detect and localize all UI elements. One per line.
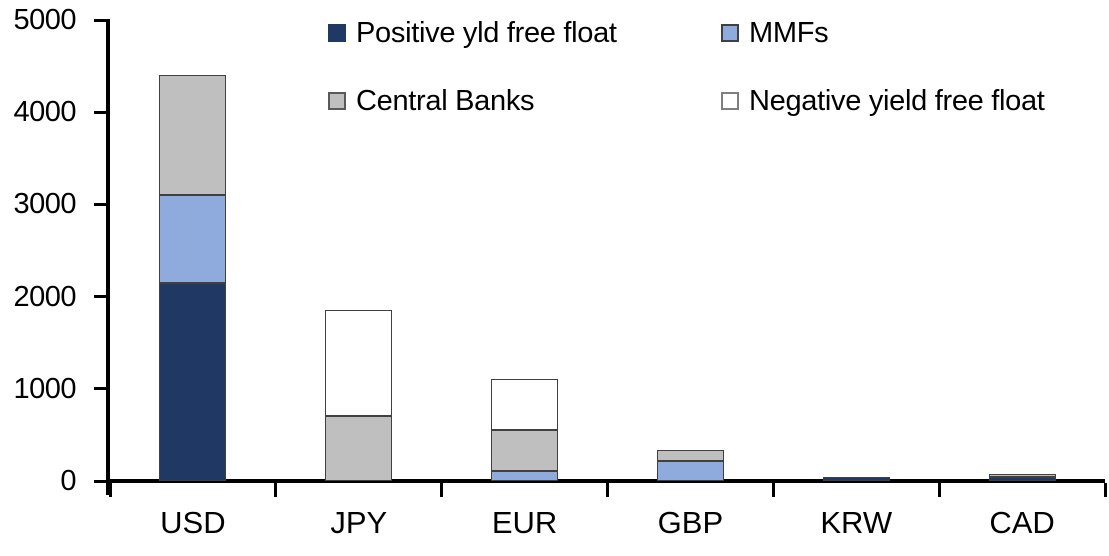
y-axis-tick-label: 1000 bbox=[13, 372, 76, 405]
bar-segment-EUR-mmfs bbox=[491, 470, 559, 481]
y-axis-tick-label: 2000 bbox=[13, 280, 76, 313]
bar-segment-USD-positive-yld-free-float bbox=[159, 282, 227, 481]
y-axis-tick bbox=[94, 110, 110, 114]
bar-segment-USD-central-banks bbox=[159, 75, 227, 196]
y-axis-tick bbox=[94, 387, 110, 391]
legend-label: Central Banks bbox=[356, 85, 535, 117]
y-axis-tick bbox=[94, 479, 110, 483]
x-axis-tick bbox=[440, 483, 444, 497]
x-axis-tick bbox=[606, 483, 609, 497]
bar-segment-CAD-positive-yld-free-float bbox=[988, 477, 1056, 481]
legend-item-central-banks: Central Banks bbox=[328, 83, 535, 119]
legend-swatch-mmfs bbox=[721, 24, 739, 42]
legend-label: Positive yld free float bbox=[356, 17, 617, 49]
x-axis-tick bbox=[937, 483, 941, 497]
bar-segment-GBP-mmfs bbox=[656, 460, 724, 481]
y-axis-tick-label: 5000 bbox=[13, 4, 76, 36]
bar-segment-CAD-central-banks bbox=[988, 474, 1056, 478]
bar-segment-GBP-central-banks bbox=[656, 449, 724, 461]
x-axis-category-label: USD bbox=[160, 505, 226, 540]
x-axis-tick bbox=[771, 483, 775, 497]
x-axis-category-label: JPY bbox=[330, 505, 388, 540]
y-axis-tick bbox=[94, 295, 110, 299]
legend-label: MMFs bbox=[749, 17, 829, 49]
legend-swatch-positive-yld-free-float bbox=[328, 24, 346, 42]
y-axis-tick-label: 4000 bbox=[13, 96, 76, 129]
legend-item-negative-yield-free-float: Negative yield free float bbox=[721, 83, 1045, 119]
x-axis-tick bbox=[108, 483, 112, 497]
legend-swatch-central-banks bbox=[328, 92, 346, 110]
bar-segment-EUR-negative-yield-free-float bbox=[491, 378, 559, 431]
y-axis-line bbox=[106, 20, 110, 495]
legend-swatch-negative-yield-free-float bbox=[721, 92, 739, 110]
y-axis-tick bbox=[94, 18, 110, 22]
y-axis-tick bbox=[94, 202, 110, 206]
legend-item-positive-yld-free-float: Positive yld free float bbox=[328, 15, 617, 51]
bar-segment-KRW-positive-yld-free-float bbox=[822, 477, 890, 481]
y-axis-tick-label: 0 bbox=[60, 465, 76, 497]
x-axis-tick bbox=[1103, 483, 1107, 497]
y-axis-tick-label: 3000 bbox=[13, 188, 76, 221]
bar-segment-EUR-central-banks bbox=[491, 430, 559, 471]
bar-segment-JPY-negative-yield-free-float bbox=[325, 310, 393, 417]
x-axis-category-label: EUR bbox=[491, 505, 558, 540]
x-axis-tick bbox=[274, 483, 278, 497]
x-axis-category-label: GBP bbox=[657, 505, 724, 540]
bar-segment-JPY-central-banks bbox=[325, 416, 393, 481]
legend-label: Negative yield free float bbox=[749, 85, 1045, 117]
legend-item-mmfs: MMFs bbox=[721, 15, 829, 51]
x-axis-line bbox=[106, 479, 1105, 483]
x-axis-category-label: CAD bbox=[989, 505, 1055, 540]
bar-segment-USD-mmfs bbox=[159, 195, 227, 283]
x-axis-category-label: KRW bbox=[820, 505, 893, 540]
